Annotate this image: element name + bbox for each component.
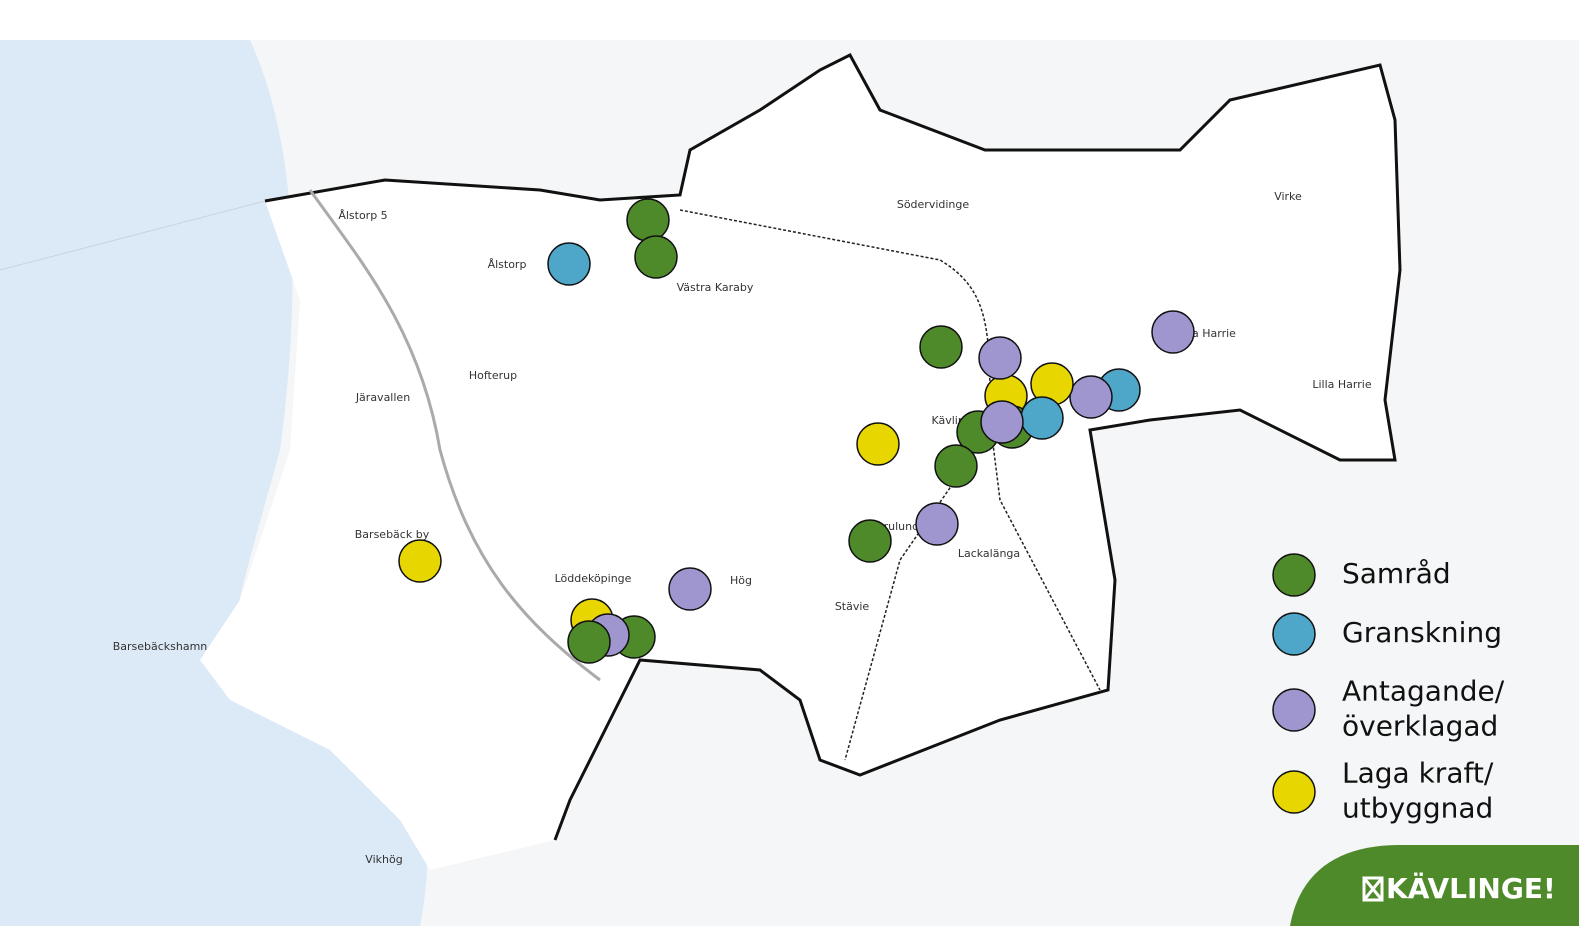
place-label: Lackalänga (958, 547, 1020, 560)
legend-label: överklagad (1342, 710, 1498, 743)
place-label: Järavallen (355, 391, 410, 404)
place-label: Västra Karaby (677, 281, 754, 294)
legend-swatch (1272, 770, 1316, 814)
place-label: Hög (730, 574, 752, 587)
place-label: Virke (1274, 190, 1302, 203)
place-label: Barsebäck by (355, 528, 430, 541)
plan-marker (1151, 310, 1195, 354)
legend-label: Granskning (1342, 616, 1502, 649)
place-label: Hofterup (469, 369, 517, 382)
plan-marker (934, 444, 978, 488)
plan-marker (567, 620, 611, 664)
place-label: Lilla Harrie (1312, 378, 1371, 391)
markers (398, 198, 1195, 664)
legend-swatch (1272, 612, 1316, 656)
plan-marker (626, 198, 670, 242)
place-label: Ålstorp (488, 258, 527, 271)
plan-marker (547, 242, 591, 286)
legend-label: Samråd (1342, 557, 1451, 590)
legend-swatch (1272, 688, 1316, 732)
plan-marker (980, 400, 1024, 444)
plan-marker (856, 422, 900, 466)
municipality-border (264, 53, 1402, 841)
plan-marker (919, 325, 963, 369)
legend-label: utbyggnad (1342, 792, 1493, 825)
railway (308, 189, 601, 682)
place-label: Barsebäckshamn (113, 640, 208, 653)
plan-marker (915, 502, 959, 546)
plan-marker (978, 336, 1022, 380)
place-label: Södervidinge (897, 198, 970, 211)
logo-background (1290, 845, 1579, 926)
sea (0, 40, 428, 926)
place-label: Stävie (835, 600, 870, 613)
plan-marker (1020, 396, 1064, 440)
legend-label: Laga kraft/ (1342, 757, 1494, 790)
plan-marker (634, 235, 678, 279)
logo-icon (1362, 876, 1384, 902)
place-label: Löddeköpinge (555, 572, 632, 585)
plan-marker (668, 567, 712, 611)
place-label: Vikhög (365, 853, 402, 866)
logo-text: KÄVLINGE! (1386, 871, 1556, 905)
shore-line (0, 200, 266, 271)
place-label: Ålstorp 5 (338, 209, 387, 222)
plan-marker (1069, 375, 1113, 419)
legend-swatch (1272, 553, 1316, 597)
plan-marker (848, 519, 892, 563)
legend: Samråd Granskning Antagande/överklagad Laga… (1272, 553, 1505, 825)
legend-label: Antagande/ (1342, 675, 1505, 708)
plan-marker (398, 539, 442, 583)
municipality-area (200, 55, 1400, 870)
